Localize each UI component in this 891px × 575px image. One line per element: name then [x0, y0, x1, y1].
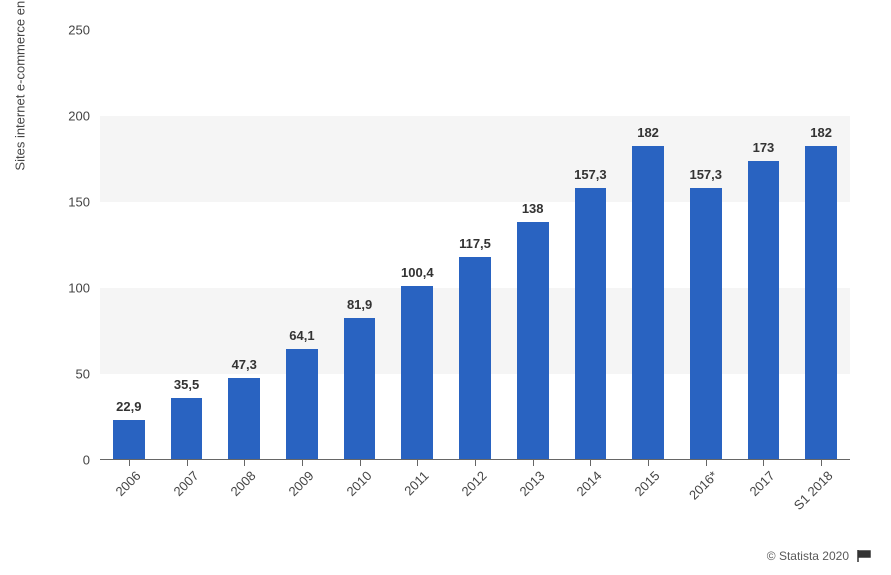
x-tick-mark: [763, 460, 764, 466]
plot-area: 05010015020025022,935,547,364,181,9100,4…: [100, 30, 850, 460]
x-tick-label: 2007: [170, 468, 201, 499]
chart-container: Sites internet e-commerce en milliers 05…: [60, 15, 860, 525]
x-tick-label: 2011: [402, 468, 432, 498]
bar-value-label: 100,4: [401, 265, 434, 280]
x-tick-mark: [706, 460, 707, 466]
bar-value-label: 117,5: [459, 236, 491, 251]
x-tick-mark: [244, 460, 245, 466]
x-tick-mark: [302, 460, 303, 466]
bar-value-label: 35,5: [174, 377, 199, 392]
bar-value-label: 47,3: [232, 357, 257, 372]
x-tick-label: S1 2018: [791, 468, 836, 513]
y-axis-label: Sites internet e-commerce en milliers: [13, 0, 28, 171]
x-tick-mark: [648, 460, 649, 466]
bar: 35,5: [171, 398, 203, 459]
bar: 157,3: [690, 188, 722, 459]
bar: 157,3: [575, 188, 607, 459]
y-tick-label: 250: [68, 23, 90, 38]
x-tick-label: 2010: [343, 468, 374, 499]
bar: 117,5: [459, 257, 491, 459]
x-tick-label: 2012: [459, 468, 490, 499]
attribution: © Statista 2020: [767, 549, 873, 563]
bar-value-label: 157,3: [574, 167, 607, 182]
bar-value-label: 173: [753, 140, 775, 155]
bar: 173: [748, 161, 780, 459]
attribution-text: © Statista 2020: [767, 549, 849, 563]
bar-value-label: 138: [522, 201, 544, 216]
x-tick-mark: [360, 460, 361, 466]
bar-value-label: 182: [810, 125, 832, 140]
x-tick-mark: [417, 460, 418, 466]
bar-value-label: 182: [637, 125, 659, 140]
bar-value-label: 64,1: [289, 328, 314, 343]
x-tick-label: 2006: [112, 468, 143, 499]
bar-value-label: 157,3: [689, 167, 722, 182]
y-tick-label: 200: [68, 109, 90, 124]
x-tick-mark: [533, 460, 534, 466]
x-tick-label: 2017: [747, 468, 778, 499]
bar: 100,4: [401, 286, 433, 459]
bar: 47,3: [228, 378, 260, 459]
x-tick-label: 2013: [516, 468, 547, 499]
flag-icon: [857, 550, 873, 562]
y-tick-label: 50: [76, 367, 90, 382]
bar: 182: [632, 146, 664, 459]
x-tick-mark: [821, 460, 822, 466]
x-tick-mark: [475, 460, 476, 466]
x-tick-label: 2008: [228, 468, 259, 499]
grid-band: [100, 116, 850, 202]
x-tick-mark: [187, 460, 188, 466]
bar: 22,9: [113, 420, 145, 459]
y-tick-label: 100: [68, 281, 90, 296]
x-tick-label: 2014: [574, 468, 605, 499]
bar: 64,1: [286, 349, 318, 459]
x-tick-mark: [590, 460, 591, 466]
x-tick-mark: [129, 460, 130, 466]
bar: 182: [805, 146, 837, 459]
y-tick-label: 0: [83, 453, 90, 468]
bar-value-label: 22,9: [116, 399, 141, 414]
x-tick-label: 2009: [285, 468, 316, 499]
bar: 138: [517, 222, 549, 459]
x-tick-label: 2016*: [686, 468, 721, 503]
x-tick-label: 2015: [632, 468, 663, 499]
y-tick-label: 150: [68, 195, 90, 210]
bar: 81,9: [344, 318, 376, 459]
bar-value-label: 81,9: [347, 297, 372, 312]
